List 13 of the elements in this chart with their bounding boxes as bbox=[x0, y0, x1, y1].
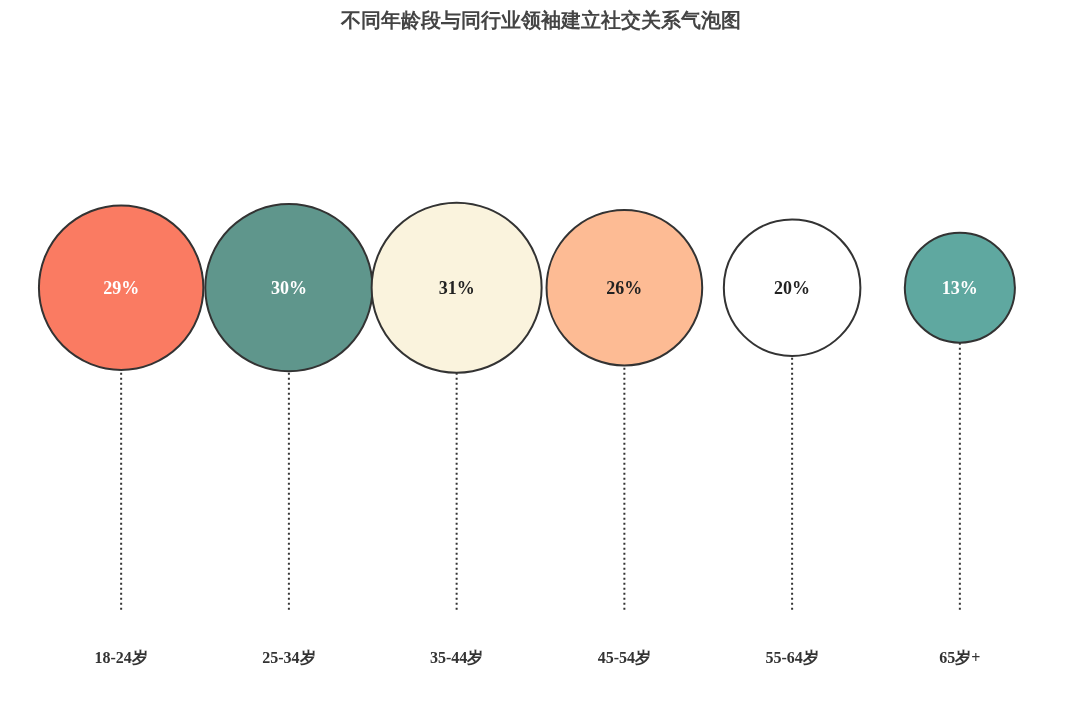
data-label: 31% bbox=[438, 277, 475, 298]
category-label: 65岁+ bbox=[939, 649, 981, 667]
data-label: 26% bbox=[606, 277, 643, 298]
text: 不同年龄段与同行业领袖建立社交关系气泡图 bbox=[339, 7, 741, 32]
category-label: 25-34岁 bbox=[262, 649, 316, 667]
data-label: 20% bbox=[774, 277, 811, 298]
data-label: 29% bbox=[103, 277, 140, 298]
category-label: 35-44岁 bbox=[429, 649, 484, 667]
category-label: 45-54岁 bbox=[597, 649, 652, 667]
data-label: 30% bbox=[270, 277, 307, 298]
category-label: 18-24岁 bbox=[94, 649, 148, 667]
data-label: 13% bbox=[941, 277, 978, 298]
category-label: 55-64岁 bbox=[765, 649, 819, 667]
